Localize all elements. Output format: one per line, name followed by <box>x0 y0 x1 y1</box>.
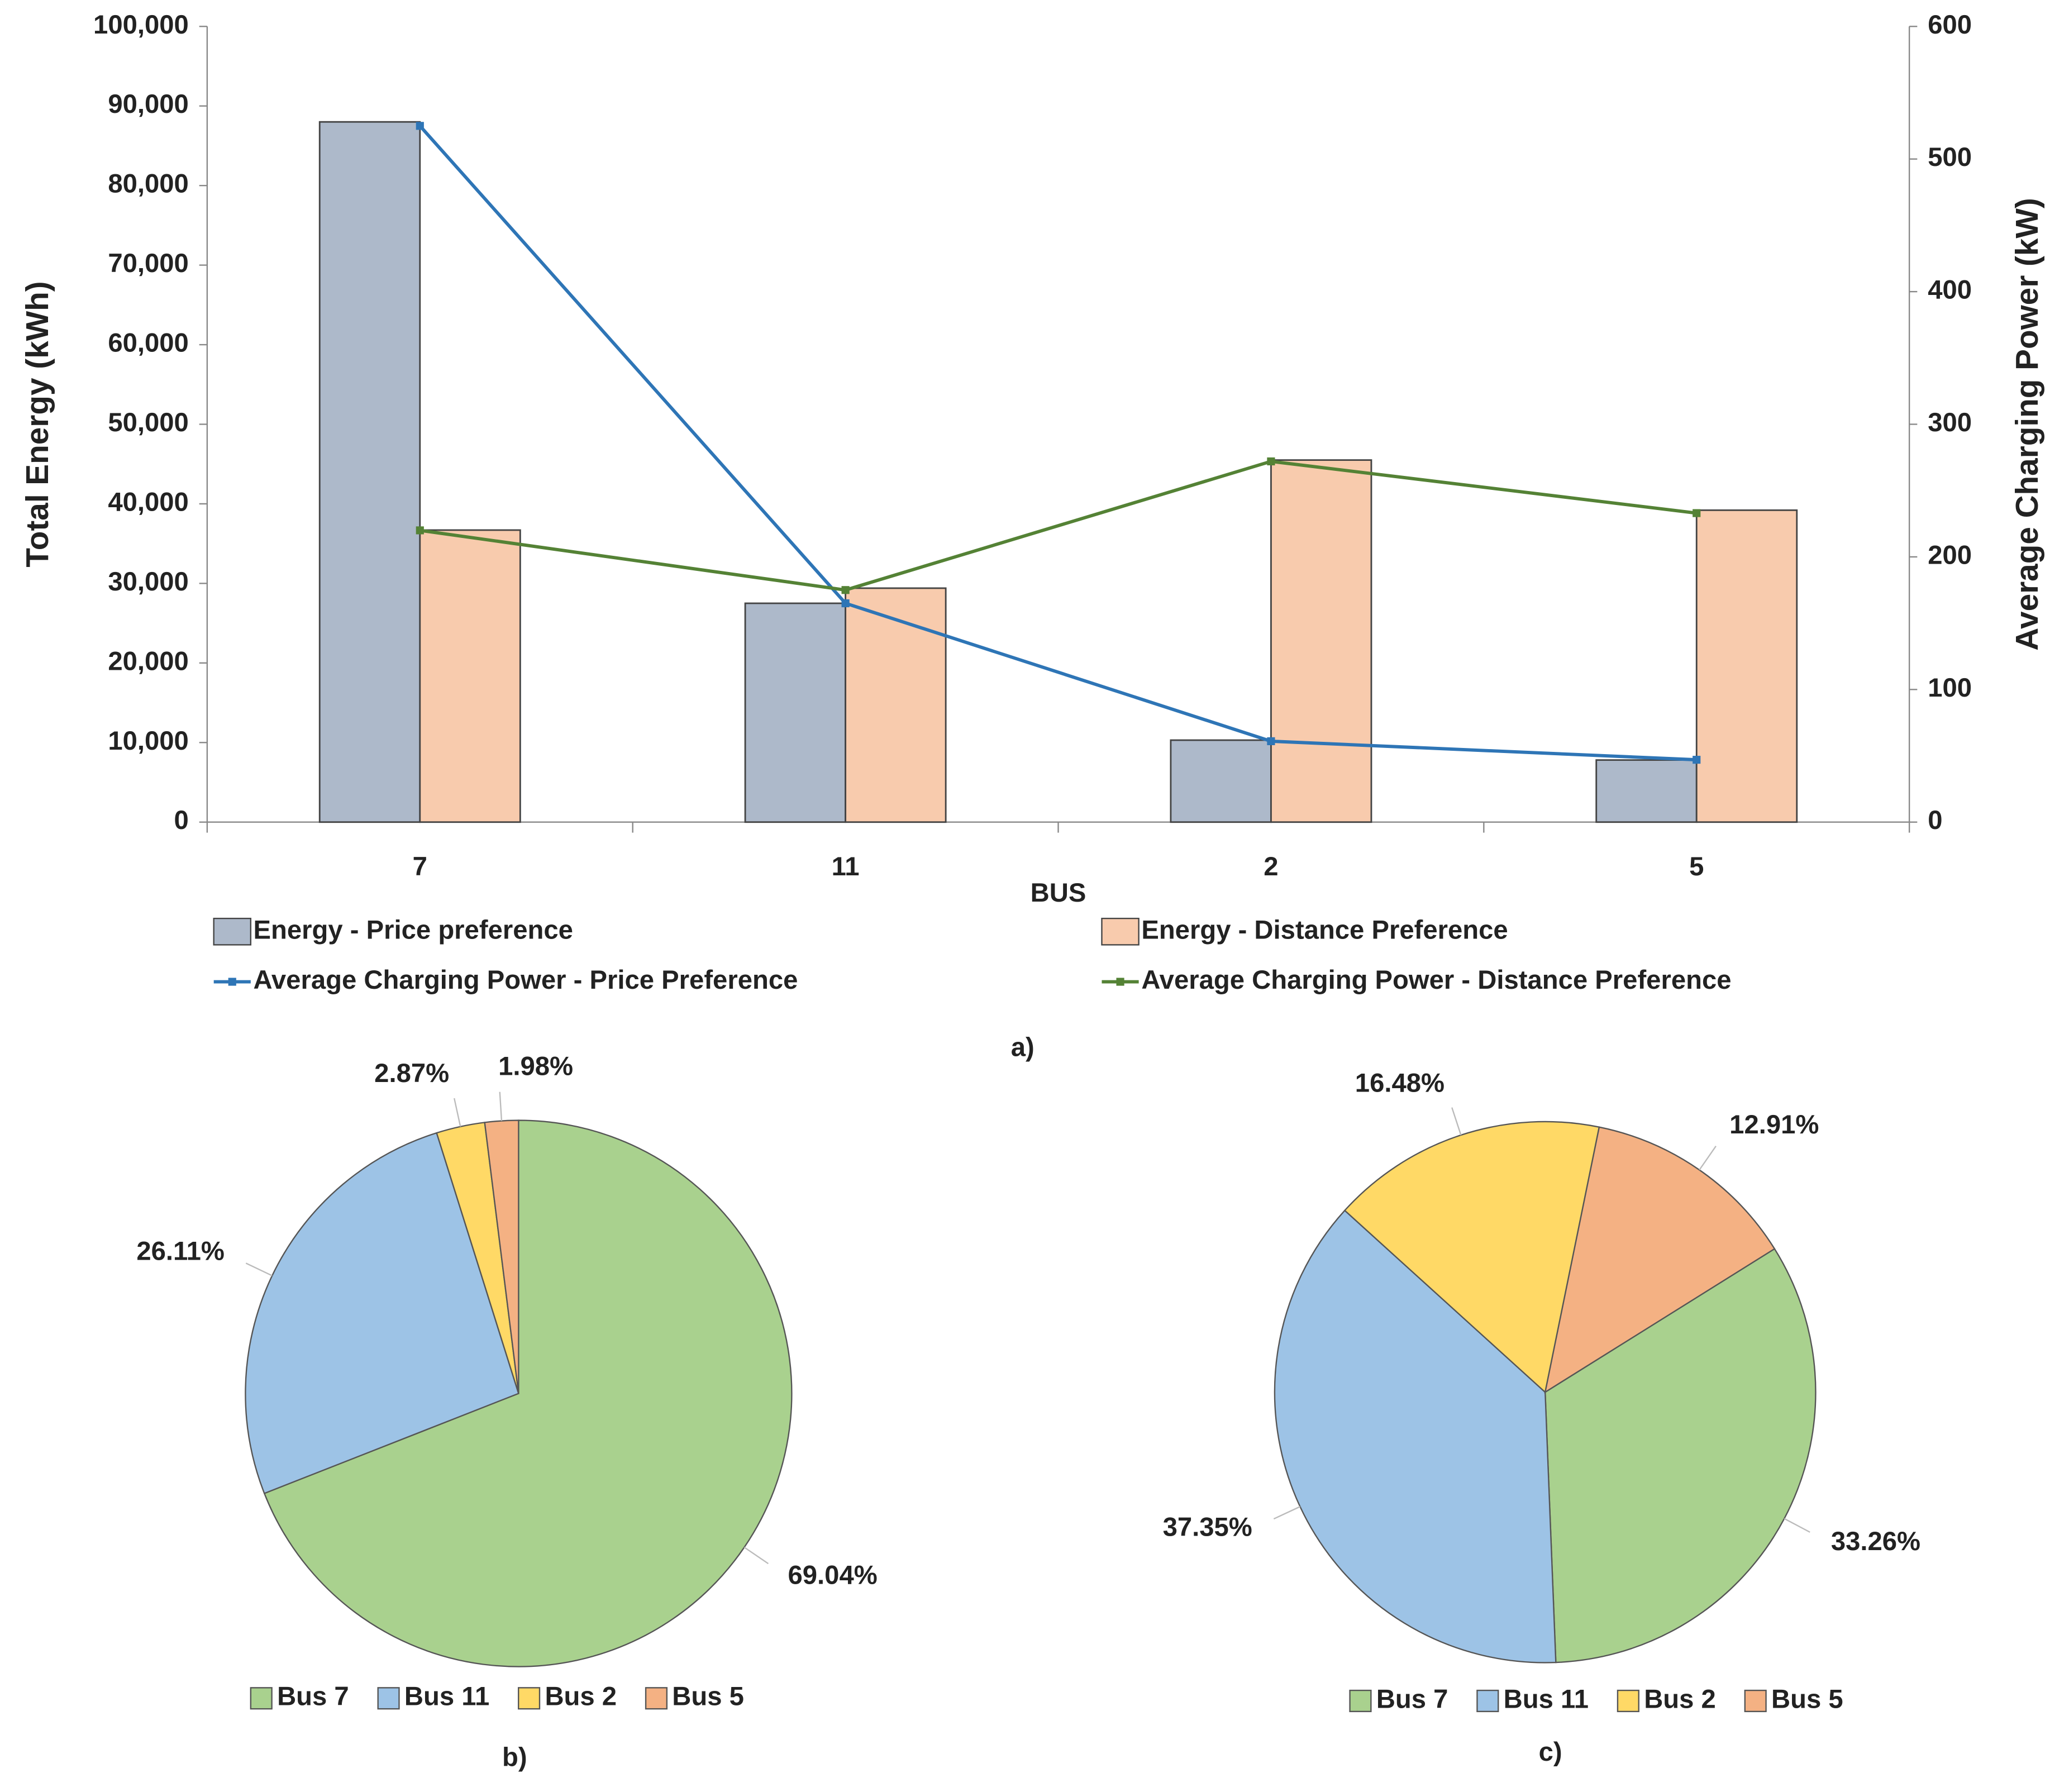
legend-swatch <box>645 1687 668 1710</box>
y2-tick-label: 100 <box>1928 673 1972 703</box>
y2-tick-label: 200 <box>1928 540 1972 570</box>
y2-tick-label: 0 <box>1928 806 1942 835</box>
pie-slice <box>1544 1247 1817 1664</box>
legend-label: Bus 2 <box>545 1682 617 1712</box>
legend-label: Average Charging Power - Distance Prefer… <box>1141 965 1731 995</box>
bar <box>1595 759 1698 823</box>
line-marker <box>1693 509 1701 517</box>
x-tick-label: 5 <box>1689 852 1704 881</box>
legend-swatch <box>213 917 252 946</box>
y-tick-label: 90,000 <box>108 89 188 119</box>
x-tick-label: 7 <box>413 852 427 881</box>
y-tick-label: 20,000 <box>108 646 188 676</box>
legend-label: Bus 7 <box>1376 1684 1448 1714</box>
legend-label: Bus 11 <box>1504 1684 1589 1714</box>
line-marker <box>841 599 850 608</box>
leader-line <box>743 1546 769 1565</box>
y2-tick-label: 300 <box>1928 408 1972 437</box>
leader-line <box>245 1262 273 1276</box>
legend-marker <box>228 978 236 986</box>
line-marker <box>1693 756 1701 764</box>
caption: a) <box>1011 1033 1034 1062</box>
line-marker <box>416 526 424 535</box>
y-axis-title: Total Energy (kWh) <box>20 281 55 567</box>
y-tick-label: 70,000 <box>108 249 188 278</box>
leader-line <box>1784 1518 1810 1533</box>
leader-line <box>1273 1506 1300 1520</box>
y-tick-label: 10,000 <box>108 726 188 756</box>
y-tick-label: 80,000 <box>108 169 188 199</box>
caption: b) <box>502 1742 527 1772</box>
bar <box>845 587 947 823</box>
pie-label: 69.04% <box>788 1561 878 1590</box>
y2-tick-label: 400 <box>1928 275 1972 305</box>
pie-slice <box>484 1119 519 1394</box>
bar <box>1170 739 1272 823</box>
legend-label: Bus 2 <box>1644 1684 1716 1714</box>
pie-label: 26.11% <box>136 1236 225 1266</box>
y-tick-label: 30,000 <box>108 567 188 597</box>
leader-line <box>454 1098 461 1127</box>
pie-label: 37.35% <box>1163 1513 1252 1542</box>
pie-slice <box>1274 1209 1557 1664</box>
x-tick-label: 2 <box>1264 852 1278 881</box>
caption: c) <box>1539 1737 1562 1767</box>
pie-label: 12.91% <box>1729 1110 1819 1140</box>
bar <box>1695 509 1798 823</box>
line-marker <box>841 586 850 594</box>
pie-label: 33.26% <box>1831 1527 1920 1556</box>
line-marker <box>1267 737 1275 745</box>
legend-swatch <box>1101 917 1140 946</box>
bar <box>419 529 521 823</box>
legend-marker <box>1116 978 1124 986</box>
y-tick-label: 50,000 <box>108 408 188 437</box>
leader-line <box>1699 1146 1717 1171</box>
legend-swatch <box>377 1687 400 1710</box>
y-tick-label: 100,000 <box>93 10 189 40</box>
bar <box>318 121 421 823</box>
line-marker <box>416 122 424 130</box>
pie-label: 1.98% <box>498 1052 573 1081</box>
legend-swatch <box>250 1687 273 1710</box>
legend-label: Energy - Price preference <box>254 915 573 945</box>
legend-label: Bus 11 <box>404 1682 489 1712</box>
legend-label: Energy - Distance Preference <box>1141 915 1508 945</box>
line-marker <box>1267 457 1275 466</box>
legend-swatch <box>1744 1689 1767 1713</box>
x-axis-title: BUS <box>1031 878 1086 908</box>
leader-line <box>1451 1107 1462 1136</box>
legend-swatch <box>1617 1689 1639 1713</box>
y2-tick-label: 500 <box>1928 142 1972 172</box>
pie-slice <box>1544 1126 1776 1394</box>
y-tick-label: 0 <box>174 806 189 835</box>
legend-swatch <box>1476 1689 1499 1713</box>
y-tick-label: 60,000 <box>108 328 188 358</box>
x-tick-label: 11 <box>832 852 860 881</box>
pie-label: 16.48% <box>1355 1069 1445 1098</box>
legend-label: Bus 5 <box>1771 1684 1843 1714</box>
y-tick-label: 40,000 <box>108 487 188 517</box>
bar <box>744 602 847 823</box>
pie-slice <box>263 1119 793 1667</box>
legend-swatch <box>518 1687 541 1710</box>
legend-label: Bus 7 <box>277 1682 349 1712</box>
legend-label: Average Charging Power - Price Preferenc… <box>254 965 798 995</box>
leader-line <box>499 1092 503 1121</box>
y2-axis-title: Average Charging Power (kW) <box>2010 198 2045 651</box>
line-series <box>418 125 1697 762</box>
pie-label: 2.87% <box>374 1059 449 1088</box>
pie-slice <box>1343 1121 1600 1394</box>
legend-label: Bus 5 <box>672 1682 744 1712</box>
legend-swatch <box>1349 1689 1372 1713</box>
bar <box>1270 459 1372 823</box>
y2-tick-label: 600 <box>1928 10 1972 40</box>
line-series <box>419 459 1697 592</box>
